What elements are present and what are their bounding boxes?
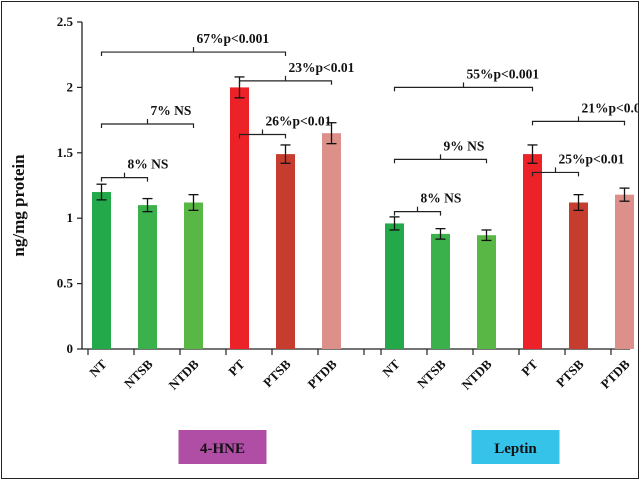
- x-category-label: PT: [518, 356, 541, 379]
- bar: [92, 192, 111, 349]
- significance-label: 21%p<0.01: [582, 100, 639, 115]
- y-tick-label: 1: [67, 210, 74, 225]
- significance-label: 55%p<0.001: [467, 66, 540, 81]
- y-tick-label: 2: [67, 79, 74, 94]
- bar: [477, 235, 496, 349]
- significance-label: 8% NS: [421, 191, 462, 206]
- significance-bracket: [100, 51, 287, 57]
- group-label: 4-HNE: [200, 441, 245, 457]
- significance-label: 23%p<0.01: [289, 60, 355, 75]
- bar: [184, 202, 203, 349]
- bar: [385, 223, 404, 349]
- bar: [569, 202, 588, 349]
- x-category-label: PTDB: [304, 356, 339, 391]
- significance-label: 67%p<0.001: [197, 31, 270, 46]
- y-tick-label: 1.5: [57, 145, 74, 160]
- x-category-label: NTDB: [165, 356, 201, 392]
- y-tick-label: 2.5: [57, 14, 74, 29]
- bar: [276, 154, 295, 349]
- x-category-label: NT: [86, 356, 110, 380]
- x-category-label: NTSB: [414, 356, 449, 391]
- significance-bracket: [393, 158, 488, 164]
- bar: [431, 233, 450, 349]
- significance-bracket: [100, 123, 195, 128]
- group-label-box: [471, 430, 560, 464]
- significance-bracket: [393, 211, 442, 216]
- y-tick-label: 0.5: [57, 276, 74, 291]
- significance-bracket: [238, 80, 333, 85]
- x-category-label: NTSB: [121, 356, 156, 391]
- x-category-label: PTSB: [553, 356, 587, 390]
- y-tick-label: 0: [67, 341, 74, 356]
- significance-label: 25%p<0.01: [559, 151, 625, 166]
- significance-label: 9% NS: [444, 138, 485, 153]
- x-category-label: NTDB: [458, 356, 494, 392]
- bar: [615, 194, 634, 349]
- bar: [230, 87, 249, 350]
- y-axis-label: ng/mg protein: [9, 154, 28, 257]
- significance-bracket: [531, 120, 626, 126]
- x-category-label: NT: [379, 356, 403, 380]
- significance-label: 8% NS: [128, 157, 169, 172]
- x-category-label: PTDB: [597, 356, 632, 391]
- significance-bracket: [100, 177, 149, 182]
- group-label: Leptin: [494, 441, 537, 457]
- significance-bracket: [393, 86, 534, 92]
- bar: [138, 205, 157, 349]
- significance-label: 26%p<0.01: [266, 113, 332, 128]
- significance-label: 7% NS: [151, 103, 192, 118]
- x-category-label: PT: [225, 356, 248, 379]
- x-category-label: PTSB: [260, 356, 294, 390]
- bar: [523, 154, 542, 349]
- bar: [322, 133, 341, 349]
- group-label-box: [178, 430, 267, 464]
